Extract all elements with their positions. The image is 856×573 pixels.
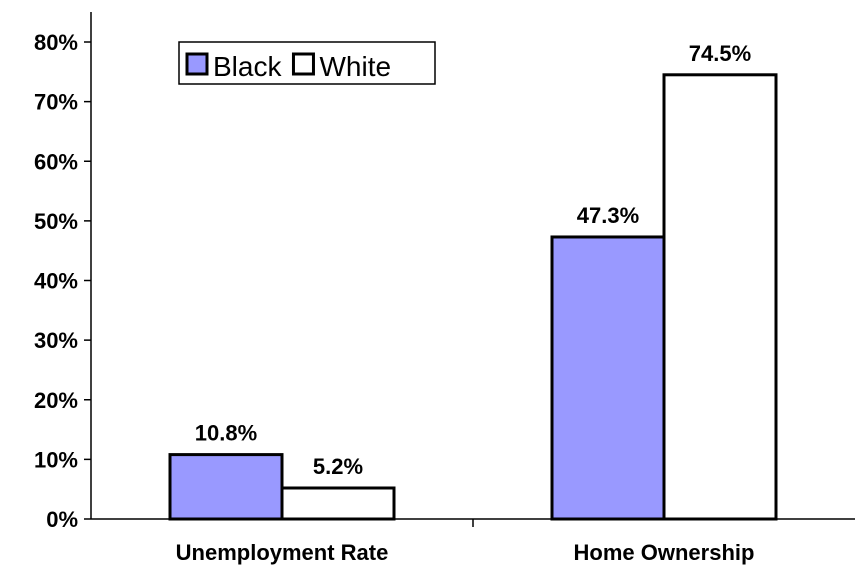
y-tick-label: 30% (34, 328, 78, 353)
legend-label-black: Black (213, 51, 282, 82)
legend-label-white: White (319, 51, 391, 82)
data-label: 74.5% (689, 41, 751, 66)
legend-swatch-black (185, 52, 209, 76)
bar-black (168, 453, 284, 521)
y-tick-label: 70% (34, 90, 78, 115)
y-tick-label: 40% (34, 269, 78, 294)
x-category-label: Unemployment Rate (176, 540, 389, 565)
y-tick-label: 0% (46, 507, 78, 532)
bar-white (662, 73, 778, 521)
y-tick-label: 20% (34, 388, 78, 413)
y-tick-label: 10% (34, 447, 78, 472)
y-axis: 0% 10% 20% 30% 40% 50% 60% 70% 80% (34, 12, 92, 532)
x-category-label: Home Ownership (574, 540, 755, 565)
data-label: 10.8% (195, 421, 257, 446)
bar-black (550, 235, 666, 521)
x-axis: Unemployment Rate Home Ownership (91, 518, 855, 565)
legend: Black White (178, 41, 436, 85)
data-label: 5.2% (313, 454, 363, 479)
data-labels: 10.8% 5.2% 47.3% 74.5% (195, 41, 751, 479)
y-tick-label: 60% (34, 149, 78, 174)
y-tick-label: 50% (34, 209, 78, 234)
y-tick-label: 80% (34, 30, 78, 55)
legend-swatch-white (291, 52, 315, 76)
bar-white (280, 486, 396, 521)
data-label: 47.3% (577, 203, 639, 228)
bars (168, 73, 778, 521)
